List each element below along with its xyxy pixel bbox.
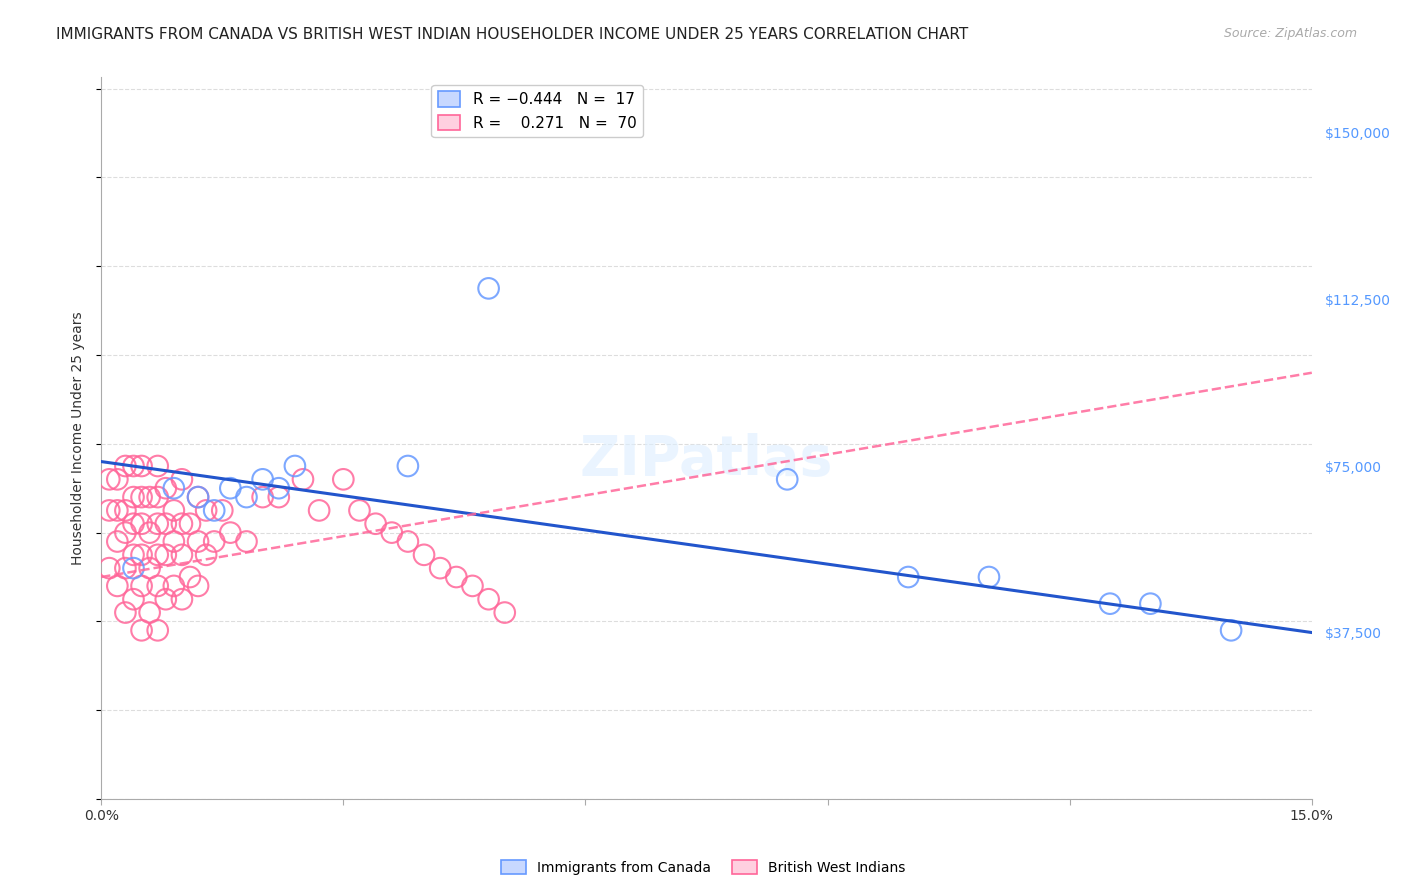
Point	[122, 548, 145, 562]
Point	[138, 525, 160, 540]
Point	[155, 516, 177, 531]
Point	[235, 534, 257, 549]
Point	[478, 592, 501, 607]
Point	[131, 624, 153, 638]
Point	[1220, 624, 1243, 638]
Point	[122, 490, 145, 504]
Point	[284, 458, 307, 473]
Point	[138, 561, 160, 575]
Point	[219, 481, 242, 495]
Point	[146, 458, 169, 473]
Point	[105, 472, 128, 486]
Point	[163, 481, 186, 495]
Point	[131, 548, 153, 562]
Point	[202, 503, 225, 517]
Point	[146, 624, 169, 638]
Point	[291, 472, 314, 486]
Point	[179, 570, 201, 584]
Point	[381, 525, 404, 540]
Point	[155, 481, 177, 495]
Point	[122, 516, 145, 531]
Point	[170, 548, 193, 562]
Point	[364, 516, 387, 531]
Point	[429, 561, 451, 575]
Point	[267, 490, 290, 504]
Point	[187, 490, 209, 504]
Point	[138, 606, 160, 620]
Point	[170, 516, 193, 531]
Point	[202, 534, 225, 549]
Point	[122, 561, 145, 575]
Point	[1139, 597, 1161, 611]
Point	[461, 579, 484, 593]
Point	[446, 570, 468, 584]
Point	[170, 592, 193, 607]
Point	[494, 606, 516, 620]
Point	[332, 472, 354, 486]
Point	[252, 490, 274, 504]
Legend: R = −0.444   N =  17, R =    0.271   N =  70: R = −0.444 N = 17, R = 0.271 N = 70	[432, 85, 643, 136]
Point	[897, 570, 920, 584]
Y-axis label: Householder Income Under 25 years: Householder Income Under 25 years	[72, 311, 86, 565]
Text: ZIPatlas: ZIPatlas	[579, 433, 834, 487]
Point	[131, 579, 153, 593]
Point	[105, 534, 128, 549]
Point	[396, 534, 419, 549]
Point	[478, 281, 501, 295]
Point	[219, 525, 242, 540]
Point	[131, 490, 153, 504]
Point	[131, 458, 153, 473]
Point	[146, 490, 169, 504]
Point	[187, 579, 209, 593]
Point	[977, 570, 1000, 584]
Point	[187, 534, 209, 549]
Point	[98, 472, 121, 486]
Point	[1099, 597, 1122, 611]
Point	[163, 579, 186, 593]
Point	[122, 592, 145, 607]
Point	[396, 458, 419, 473]
Point	[195, 548, 218, 562]
Point	[131, 516, 153, 531]
Point	[98, 503, 121, 517]
Point	[155, 548, 177, 562]
Point	[211, 503, 233, 517]
Point	[163, 503, 186, 517]
Point	[252, 472, 274, 486]
Point	[163, 534, 186, 549]
Point	[179, 516, 201, 531]
Point	[146, 579, 169, 593]
Point	[114, 525, 136, 540]
Point	[98, 561, 121, 575]
Point	[776, 472, 799, 486]
Point	[114, 561, 136, 575]
Point	[146, 548, 169, 562]
Point	[235, 490, 257, 504]
Point	[114, 458, 136, 473]
Point	[349, 503, 371, 517]
Point	[122, 458, 145, 473]
Point	[308, 503, 330, 517]
Point	[155, 592, 177, 607]
Text: Source: ZipAtlas.com: Source: ZipAtlas.com	[1223, 27, 1357, 40]
Point	[170, 472, 193, 486]
Point	[413, 548, 436, 562]
Point	[138, 490, 160, 504]
Point	[105, 579, 128, 593]
Text: IMMIGRANTS FROM CANADA VS BRITISH WEST INDIAN HOUSEHOLDER INCOME UNDER 25 YEARS : IMMIGRANTS FROM CANADA VS BRITISH WEST I…	[56, 27, 969, 42]
Legend: Immigrants from Canada, British West Indians: Immigrants from Canada, British West Ind…	[495, 855, 911, 880]
Point	[195, 503, 218, 517]
Point	[146, 516, 169, 531]
Point	[105, 503, 128, 517]
Point	[267, 481, 290, 495]
Point	[187, 490, 209, 504]
Point	[114, 503, 136, 517]
Point	[114, 606, 136, 620]
